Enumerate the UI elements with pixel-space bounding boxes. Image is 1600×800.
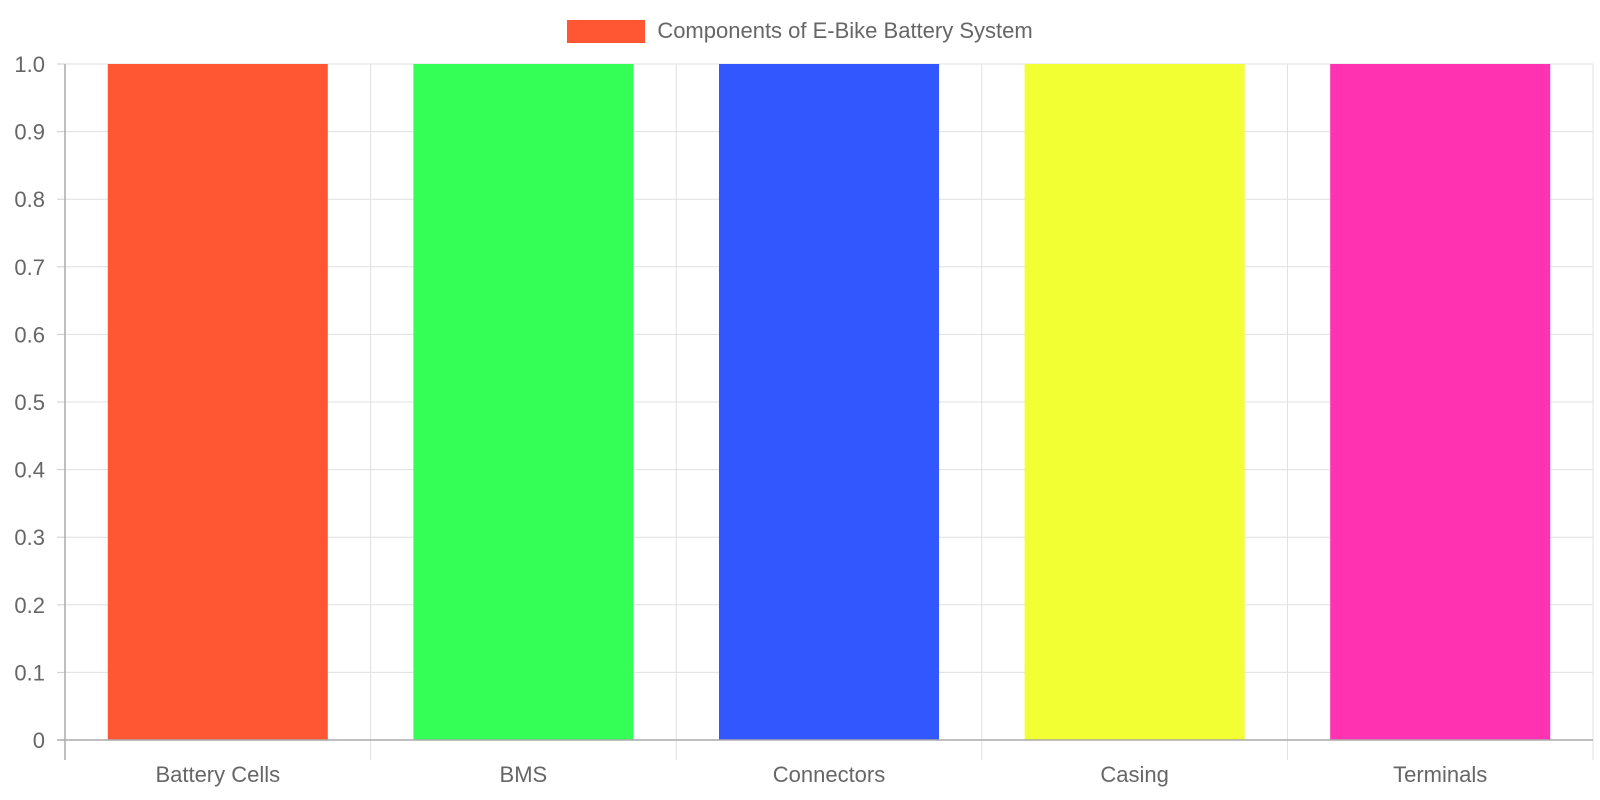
x-tick-label: Battery Cells (155, 762, 280, 787)
y-tick-label: 0.9 (14, 120, 45, 145)
legend[interactable]: Components of E-Bike Battery System (0, 18, 1600, 44)
y-tick-label: 0.3 (14, 525, 45, 550)
y-tick-label: 1.0 (14, 52, 45, 77)
y-tick-label: 0.2 (14, 593, 45, 618)
legend-swatch (567, 19, 646, 43)
bar-casing (1024, 64, 1245, 740)
x-tick-label: Connectors (773, 762, 886, 787)
bar-bms (413, 64, 634, 740)
y-tick-label: 0.7 (14, 255, 45, 280)
y-tick-label: 0.4 (14, 458, 45, 483)
legend-label: Components of E-Bike Battery System (657, 18, 1033, 43)
bar-battery-cells (107, 64, 328, 740)
bar-terminals (1330, 64, 1551, 740)
x-tick-label: Terminals (1393, 762, 1487, 787)
y-tick-label: 0.8 (14, 187, 45, 212)
bar-connectors (718, 64, 940, 740)
x-tick-label: Casing (1100, 762, 1168, 787)
y-tick-label: 0.1 (14, 660, 45, 685)
x-tick-label: BMS (500, 762, 548, 787)
y-tick-label: 0.5 (14, 390, 45, 415)
y-tick-label: 0 (33, 728, 45, 753)
y-tick-label: 0.6 (14, 322, 45, 347)
